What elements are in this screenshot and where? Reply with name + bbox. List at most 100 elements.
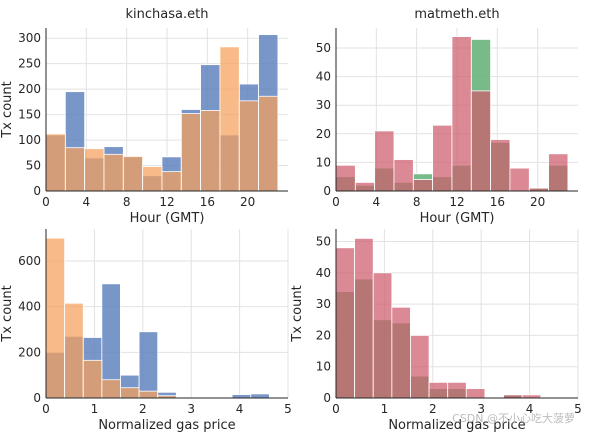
y-tick-label: 0	[33, 184, 41, 198]
y-tick-label: 0	[33, 391, 41, 405]
bar	[548, 153, 569, 192]
x-tick-label: 0	[332, 402, 340, 416]
bar	[45, 237, 66, 399]
x-axis-label: Normalized gas price	[98, 418, 235, 433]
y-tick-label: 300	[18, 31, 41, 45]
y-axis-label: Tx count	[0, 285, 15, 342]
y-tick-label: 10	[316, 360, 331, 374]
x-tick-label: 4	[373, 195, 381, 209]
x-tick-label: 1	[91, 402, 99, 416]
bar	[200, 110, 221, 192]
y-tick-label: 50	[316, 41, 331, 55]
y-tick-label: 30	[316, 297, 331, 311]
y-tick-label: 40	[316, 70, 331, 84]
x-tick-label: 5	[574, 402, 582, 416]
y-tick-label: 30	[316, 98, 331, 112]
watermark: CSDN @不小心吃大菠萝	[452, 411, 575, 425]
bar	[410, 335, 430, 399]
x-tick-label: 8	[413, 195, 421, 209]
bar	[122, 155, 144, 192]
bar	[428, 381, 449, 399]
bar	[138, 390, 159, 399]
bar	[103, 153, 124, 192]
y-tick-label: 20	[316, 328, 331, 342]
bar	[161, 171, 182, 192]
x-tick-label: 16	[490, 195, 505, 209]
bar	[391, 306, 411, 399]
bar	[447, 381, 467, 399]
y-tick-label: 0	[323, 184, 331, 198]
x-tick-label: 20	[530, 195, 545, 209]
bar	[374, 130, 395, 192]
bar	[432, 124, 453, 192]
x-tick-label: 3	[477, 402, 485, 416]
x-tick-label: 12	[449, 195, 464, 209]
y-tick-label: 10	[316, 155, 331, 169]
bar	[231, 394, 252, 399]
bar	[45, 133, 66, 192]
x-tick-label: 0	[332, 195, 340, 209]
bar	[372, 272, 393, 399]
bar	[120, 387, 140, 399]
bar	[84, 148, 105, 192]
x-axis-label: Normalized gas price	[388, 418, 525, 433]
x-tick-label: 1	[381, 402, 389, 416]
bar	[412, 179, 434, 192]
y-tick-label: 150	[18, 108, 41, 122]
y-axis-label: Tx count	[0, 81, 15, 138]
series-red	[335, 36, 569, 192]
bar	[82, 359, 103, 399]
bar	[250, 393, 270, 399]
x-tick-label: 5	[284, 402, 292, 416]
y-tick-label: 200	[18, 82, 41, 96]
x-axis-label: Hour (GMT)	[420, 211, 495, 226]
x-tick-label: 12	[159, 195, 174, 209]
x-axis-label: Hour (GMT)	[130, 211, 205, 226]
bar	[490, 139, 511, 192]
bar	[465, 388, 486, 399]
bar	[180, 113, 202, 192]
bar	[101, 379, 121, 399]
y-tick-label: 250	[18, 57, 41, 71]
bar	[509, 167, 530, 192]
y-tick-label: 200	[18, 345, 41, 359]
bar	[470, 90, 492, 192]
x-tick-label: 4	[236, 402, 244, 416]
y-axis-label: Tx count	[290, 285, 305, 342]
x-tick-label: 0	[42, 402, 50, 416]
chart-panel-3: 0 1 2 3 4 5 0 200 400 600 Normalized gas price Tx c…	[0, 229, 292, 433]
y-tick-label: 0	[323, 391, 331, 405]
x-tick-label: 16	[200, 195, 215, 209]
y-tick-label: 50	[316, 235, 331, 249]
x-tick-label: 20	[240, 195, 255, 209]
x-tick-label: 4	[526, 402, 534, 416]
bar	[138, 331, 159, 399]
y-tick-label: 40	[316, 266, 331, 280]
series-orange	[45, 237, 196, 399]
bar	[64, 147, 86, 192]
y-tick-label: 20	[316, 127, 331, 141]
x-tick-label: 0	[42, 195, 50, 209]
y-tick-label: 50	[26, 159, 41, 173]
x-tick-label: 2	[139, 402, 147, 416]
x-tick-label: 8	[123, 195, 131, 209]
bar	[219, 46, 240, 192]
y-tick-label: 400	[18, 300, 41, 314]
chart-title: kinchasa.eth	[126, 7, 209, 22]
x-tick-label: 4	[83, 195, 91, 209]
chart-title: matmeth.eth	[414, 7, 499, 22]
y-tick-label: 100	[18, 133, 41, 147]
series-red	[335, 237, 542, 399]
bar	[335, 164, 356, 192]
bar	[64, 302, 84, 399]
bar	[393, 159, 414, 192]
series-orange	[45, 46, 279, 192]
y-tick-label: 600	[18, 254, 41, 268]
chart-panel-2: 0 4 8 12 16 20 0 10 20 30 40 50 Hour (GMT) matmeth.et…	[316, 7, 578, 226]
bar	[354, 237, 374, 399]
bar	[238, 100, 259, 192]
bar	[335, 247, 356, 399]
